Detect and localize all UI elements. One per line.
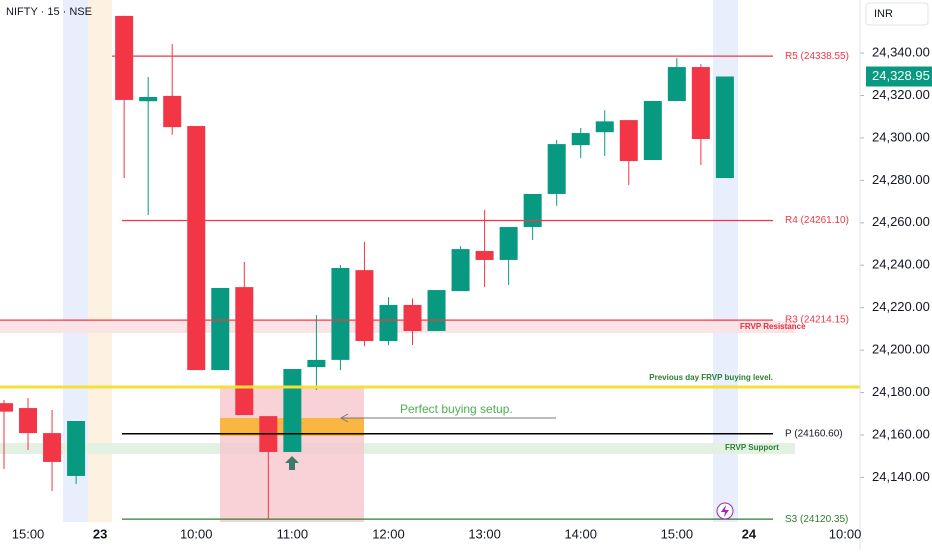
candle-body <box>451 249 470 292</box>
candle-body <box>19 408 38 434</box>
y-tick-label: 24,280.00 <box>872 172 930 187</box>
candle-body <box>235 287 254 416</box>
x-tick-label: 14:00 <box>564 526 597 541</box>
x-tick-label: 12:00 <box>372 526 405 541</box>
y-tick-label: 24,300.00 <box>872 129 930 144</box>
level-label: R5 (24338.55) <box>785 51 849 62</box>
candle-body <box>355 270 374 341</box>
last-price-label: 24,328.95 <box>872 68 930 83</box>
level-label: S3 (24120.35) <box>785 514 848 525</box>
candle-body <box>571 133 590 146</box>
y-tick-label: 24,260.00 <box>872 214 930 229</box>
y-tick-label: 24,340.00 <box>872 44 930 59</box>
candle-body <box>547 144 566 194</box>
level-label: P (24160.60) <box>785 428 843 439</box>
x-tick-label: 15:00 <box>12 526 45 541</box>
y-tick-label: 24,220.00 <box>872 299 930 314</box>
candle-body <box>163 95 182 128</box>
signal-arrow <box>285 456 299 470</box>
candle-body <box>499 227 518 260</box>
y-tick-label: 24,180.00 <box>872 384 930 399</box>
candle-body <box>139 96 158 102</box>
x-tick-label: 11:00 <box>277 526 309 541</box>
level-label: R4 (24261.10) <box>785 215 849 226</box>
candle-body <box>307 359 326 368</box>
candle-body <box>0 403 13 412</box>
y-tick-label: 24,200.00 <box>872 342 930 357</box>
candle-body <box>475 251 494 260</box>
candle-body <box>379 304 398 341</box>
candle-body <box>595 121 614 133</box>
y-tick-label: 24,240.00 <box>872 257 930 272</box>
session-band <box>88 0 112 522</box>
x-tick-label: 13:00 <box>468 526 501 541</box>
annotation: FRVP Resistance <box>740 322 806 331</box>
candle-body <box>115 15 134 100</box>
arrow-head <box>339 413 349 423</box>
currency-label: INR <box>874 8 893 20</box>
x-tick-label: 10:00 <box>829 526 862 541</box>
x-tick-label: 15:00 <box>661 526 694 541</box>
y-tick-label: 24,140.00 <box>872 469 930 484</box>
symbol-title: NIFTY · 15 · NSE <box>6 6 92 18</box>
candle-body <box>643 101 662 160</box>
y-tick-label: 24,160.00 <box>872 426 930 441</box>
candle-body <box>691 67 710 139</box>
candle-body <box>283 369 302 452</box>
candle-body <box>523 193 542 228</box>
candle-body <box>427 290 446 332</box>
annotation: FRVP Support <box>725 443 779 452</box>
candle-body <box>715 76 734 179</box>
last-price-box <box>866 66 932 87</box>
candle-body <box>43 433 62 462</box>
annotation: Perfect buying setup. <box>400 402 513 416</box>
x-tick-label: 24 <box>742 526 757 541</box>
x-tick-label: 23 <box>93 526 107 541</box>
currency-button[interactable] <box>865 2 929 26</box>
candle-body <box>331 268 350 360</box>
candle-body <box>619 120 638 162</box>
candle-body <box>667 67 686 102</box>
level-label: R3 (24214.15) <box>785 315 849 326</box>
candle-body <box>211 287 230 371</box>
candle-body <box>187 126 206 371</box>
level-label: Previous day FRVP buying level. <box>649 373 773 382</box>
y-tick-label: 24,320.00 <box>872 87 930 102</box>
frvp-resistance-band <box>0 321 795 333</box>
candle-body <box>67 420 86 476</box>
x-tick-label: 10:00 <box>180 526 213 541</box>
event-icon-glyph <box>721 505 729 517</box>
frvp-support-band <box>0 443 795 454</box>
candle-body <box>403 304 422 332</box>
